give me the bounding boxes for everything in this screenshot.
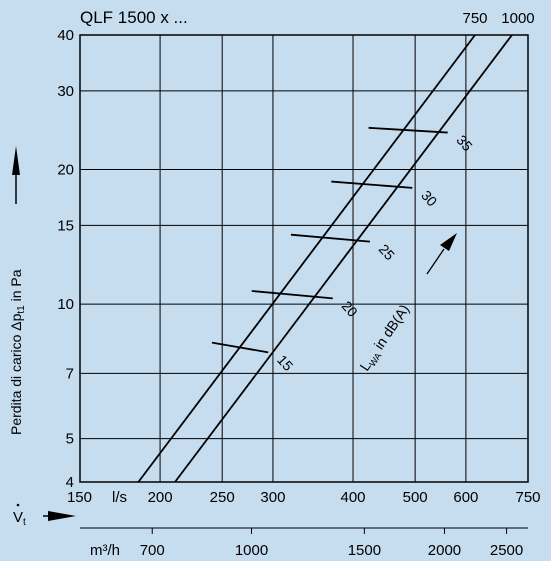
x-tick-label: 500 [403, 489, 428, 506]
x2-tick-label: 1000 [235, 542, 268, 559]
y-tick-label: 15 [57, 217, 74, 234]
x-axis-unit: l/s [112, 489, 127, 506]
x2-tick-label: 1500 [348, 542, 381, 559]
x-tick-label: 150 [67, 489, 92, 506]
y-tick-label: 10 [57, 296, 74, 313]
y-axis-label-main: Perdita di carico Δp [8, 313, 24, 435]
y-tick-label: 5 [66, 431, 74, 448]
x-tick-label: 250 [210, 489, 235, 506]
series-line-1000 [174, 34, 513, 483]
x-tick-label: 400 [341, 489, 366, 506]
x2-tick-label: 2500 [490, 542, 523, 559]
isoline-30 [331, 180, 413, 189]
svg-text:Perdita di carico Δpt1 in Pa: Perdita di carico Δpt1 in Pa [8, 269, 27, 435]
isoline-15 [211, 341, 269, 354]
grid [79, 34, 529, 483]
series-label-750: 750 [462, 10, 487, 27]
y-tick-labels: 4 5 7 10 15 20 30 40 [57, 27, 74, 491]
x-tick-label: 750 [515, 489, 540, 506]
x-tick-label: 600 [453, 489, 478, 506]
x2-axis-unit: m³/h [90, 542, 120, 559]
isoline-20 [251, 290, 333, 300]
isoline-label-25: 25 [376, 241, 398, 263]
x2-tick-labels: 700 1000 1500 2000 2500 [140, 528, 523, 559]
x2-tick-label: 2000 [428, 542, 461, 559]
series-lines: 750 1000 [137, 10, 535, 483]
y-axis-label: Perdita di carico Δpt1 in Pa [8, 269, 27, 435]
y-tick-label: 20 [57, 162, 74, 179]
isoline-35 [368, 126, 448, 134]
chart-title: QLF 1500 x ... [80, 8, 188, 27]
svg-text:Vt: Vt [13, 509, 26, 528]
y-tick-label: 7 [66, 365, 74, 382]
y-axis-label-unit: in Pa [8, 269, 24, 305]
isoline-label-30: 30 [418, 187, 440, 209]
flow-symbol-sub: t [23, 517, 26, 528]
sound-level-marks: 15 20 25 30 35 [211, 126, 476, 374]
series-line-750 [137, 34, 476, 483]
isoline-25 [290, 233, 370, 243]
x-tick-label: 300 [260, 489, 285, 506]
y-tick-label: 4 [66, 474, 74, 491]
plot-frame [79, 34, 529, 483]
series-label-1000: 1000 [501, 10, 534, 27]
x-tick-labels: 150 200 250 300 400 500 600 750 [67, 489, 541, 506]
sound-power-label: LWA in dB(A) [356, 301, 414, 374]
y-tick-label: 40 [57, 27, 74, 44]
sound-power-label-unit: in dB(A) [369, 301, 413, 355]
flow-arrow [43, 511, 76, 521]
isoline-label-15: 15 [274, 352, 296, 374]
isoline-label-20: 20 [339, 298, 361, 320]
svg-text:LWA in dB(A): LWA in dB(A) [356, 301, 414, 374]
x-tick-label: 200 [148, 489, 173, 506]
flow-symbol-main: V [13, 509, 23, 526]
y-axis-label-sub: t1 [16, 305, 27, 314]
y-axis-arrow [12, 146, 20, 204]
y-tick-label: 30 [57, 83, 74, 100]
x2-tick-label: 700 [140, 542, 165, 559]
isoline-label-35: 35 [453, 132, 475, 154]
sound-power-arrow [426, 233, 457, 275]
flow-symbol: Vt [13, 503, 26, 528]
